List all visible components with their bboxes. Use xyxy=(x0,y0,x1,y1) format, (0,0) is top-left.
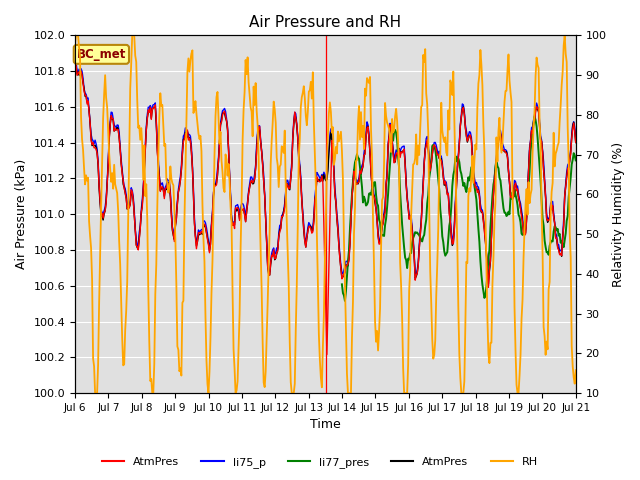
Legend: AtmPres, li75_p, li77_pres, AtmPres, RH: AtmPres, li75_p, li77_pres, AtmPres, RH xyxy=(97,452,543,472)
Y-axis label: Air Pressure (kPa): Air Pressure (kPa) xyxy=(15,159,28,269)
X-axis label: Time: Time xyxy=(310,419,340,432)
Text: BC_met: BC_met xyxy=(77,48,126,61)
Y-axis label: Relativity Humidity (%): Relativity Humidity (%) xyxy=(612,142,625,287)
Title: Air Pressure and RH: Air Pressure and RH xyxy=(250,15,401,30)
